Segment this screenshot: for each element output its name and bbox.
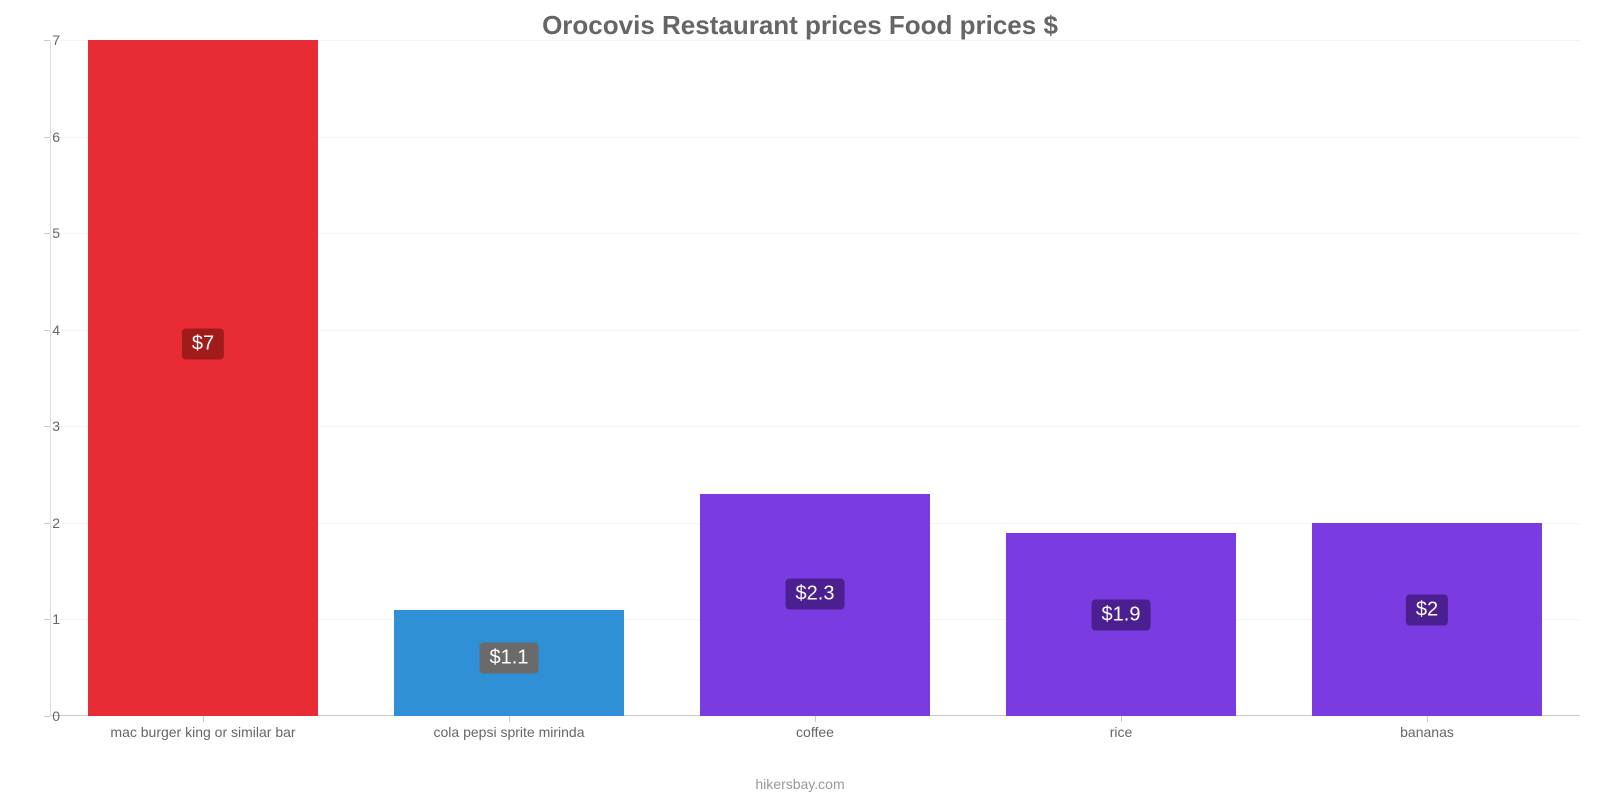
y-tick-label: 3 bbox=[52, 418, 60, 434]
y-axis-line bbox=[50, 40, 51, 716]
plot-area: $7 $1.1 $2.3 $1.9 $2 bbox=[50, 40, 1580, 716]
x-tick-mark bbox=[1121, 716, 1122, 722]
x-tick-label: bananas bbox=[1400, 724, 1454, 740]
chart-credit: hikersbay.com bbox=[0, 776, 1600, 792]
x-tick-label: rice bbox=[1110, 724, 1133, 740]
x-tick-mark bbox=[203, 716, 204, 722]
price-chart: Orocovis Restaurant prices Food prices $… bbox=[0, 0, 1600, 800]
chart-title: Orocovis Restaurant prices Food prices $ bbox=[0, 10, 1600, 41]
bar-value-label: $1.1 bbox=[480, 642, 539, 673]
bar-value-label: $1.9 bbox=[1092, 600, 1151, 631]
x-tick-label: coffee bbox=[796, 724, 834, 740]
y-tick-mark bbox=[44, 137, 50, 138]
y-tick-mark bbox=[44, 40, 50, 41]
y-tick-label: 6 bbox=[52, 129, 60, 145]
bar bbox=[88, 40, 318, 716]
y-tick-label: 0 bbox=[52, 708, 60, 724]
y-tick-mark bbox=[44, 426, 50, 427]
x-tick-label: mac burger king or similar bar bbox=[110, 724, 295, 740]
y-tick-mark bbox=[44, 716, 50, 717]
x-tick-mark bbox=[1427, 716, 1428, 722]
y-tick-mark bbox=[44, 619, 50, 620]
y-tick-mark bbox=[44, 330, 50, 331]
y-tick-label: 4 bbox=[52, 322, 60, 338]
y-tick-label: 5 bbox=[52, 225, 60, 241]
x-tick-mark bbox=[509, 716, 510, 722]
y-tick-label: 7 bbox=[52, 32, 60, 48]
y-tick-mark bbox=[44, 523, 50, 524]
x-tick-mark bbox=[815, 716, 816, 722]
bar-value-label: $2 bbox=[1406, 594, 1448, 625]
y-tick-mark bbox=[44, 233, 50, 234]
y-tick-label: 2 bbox=[52, 515, 60, 531]
bar-value-label: $2.3 bbox=[786, 578, 845, 609]
x-tick-label: cola pepsi sprite mirinda bbox=[434, 724, 585, 740]
y-tick-label: 1 bbox=[52, 611, 60, 627]
bar-value-label: $7 bbox=[182, 329, 224, 360]
